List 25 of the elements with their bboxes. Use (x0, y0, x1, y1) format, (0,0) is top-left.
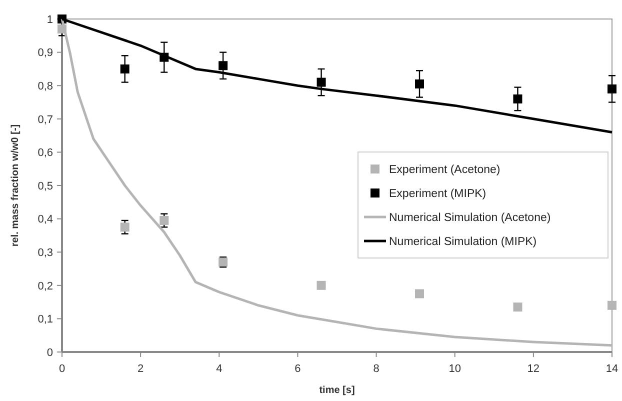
y-tick-label: 0,2 (38, 280, 53, 292)
y-tick-label: 0,4 (38, 214, 53, 226)
legend-label: Numerical Simulation (Acetone) (389, 212, 551, 224)
x-tick-label: 4 (216, 363, 222, 375)
y-tick-label: 1 (46, 14, 53, 26)
x-tick-label: 6 (294, 363, 301, 375)
x-axis-title: time [s] (319, 385, 355, 396)
x-tick-label: 14 (606, 363, 618, 375)
y-tick-label: 0,3 (38, 246, 53, 259)
y-axis-title: rel. mass fraction w/w0 [-] (10, 124, 21, 247)
y-tick-label: 0,7 (38, 114, 53, 126)
y-tick-label: 0,6 (38, 147, 53, 160)
legend-label: Numerical Simulation (MIPK) (389, 236, 537, 248)
x-tick-label: 2 (138, 363, 144, 375)
y-tick-label: 0,5 (38, 180, 53, 192)
x-tick-label: 8 (373, 363, 380, 375)
y-tick-label: 0,1 (38, 314, 53, 326)
legend-label: Experiment (Acetone) (389, 164, 500, 176)
x-tick-label: 10 (448, 363, 461, 375)
x-tick-label: 0 (58, 363, 66, 375)
x-tick-label: 12 (527, 363, 540, 375)
y-tick-label: 0 (46, 346, 53, 359)
y-tick-label: 0,9 (38, 47, 53, 60)
y-tick-label: 0,8 (38, 80, 53, 92)
legend-label: Experiment (MIPK) (389, 188, 486, 200)
